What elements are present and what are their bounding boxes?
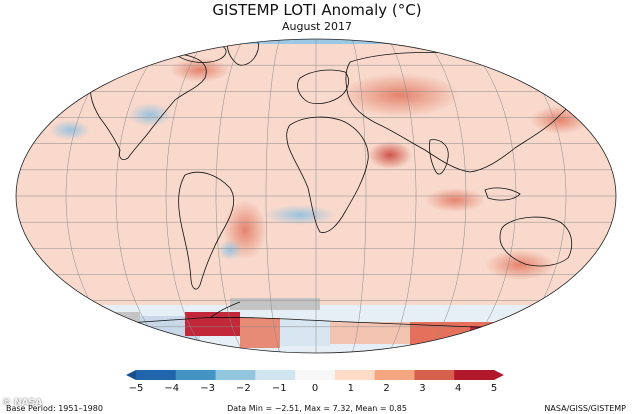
longitude-line (460, 39, 517, 353)
colorbar-tick-label: −1 (272, 383, 287, 394)
colorbar-swatch (136, 370, 177, 380)
colorbar-tick-label: 5 (491, 383, 497, 394)
map-subtitle: August 2017 (282, 20, 352, 33)
colorbar-tick-label: −5 (129, 383, 144, 394)
longitude-line (165, 39, 208, 353)
longitude-line (115, 39, 172, 353)
colorbar-swatch (295, 370, 336, 380)
colorbar-swatch (334, 370, 376, 380)
source-label: NASA/GISS/GISTEMP (544, 404, 626, 413)
colorbar-tick-label: 0 (312, 383, 318, 394)
colorbar-max-arrow (494, 370, 504, 380)
watermark: © NASA (2, 398, 43, 408)
data-stats-label: Data Min = −2.51, Max = 7.32, Mean = 0.8… (227, 404, 407, 413)
colorbar-tick-label: −4 (164, 383, 179, 394)
colorbar-swatch (175, 370, 217, 380)
map-title: GISTEMP LOTI Anomaly (°C) (212, 1, 422, 19)
longitude-line (351, 39, 367, 353)
colorbar-tick-label: 1 (348, 383, 354, 394)
longitude-line (215, 39, 244, 353)
colorbar-tick-label: −3 (200, 383, 215, 394)
colorbar-swatch (454, 370, 495, 380)
colorbar-swatch (414, 370, 455, 380)
colorbar-tick-label: 2 (383, 383, 389, 394)
colorbar-min-arrow (126, 370, 136, 380)
base-period-label: Base Period: 1951–1980 (6, 404, 103, 413)
colorbar-swatch (374, 370, 415, 380)
longitude-line (388, 39, 417, 353)
longitude-line (265, 39, 281, 353)
colorbar-tick-label: 3 (419, 383, 425, 394)
colorbar-swatch (255, 370, 296, 380)
colorbar-tick-label: 4 (455, 383, 461, 394)
colorbar-swatch (215, 370, 256, 380)
colorbar-tick-label: −2 (236, 383, 251, 394)
longitude-line (424, 39, 467, 353)
